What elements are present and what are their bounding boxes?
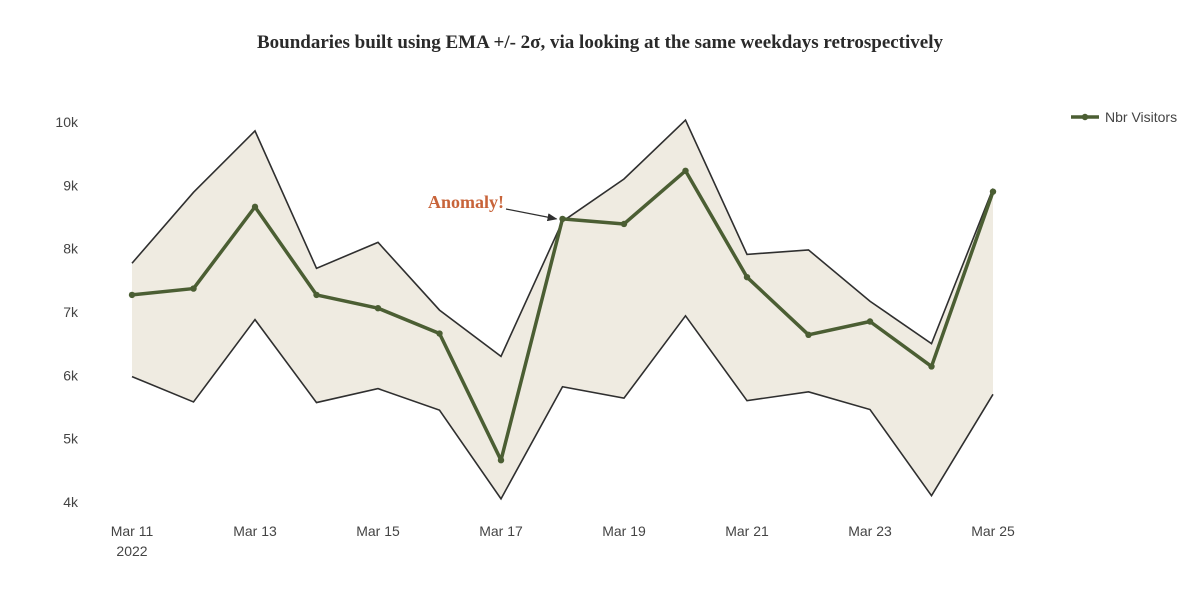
annotation-label: Anomaly! (428, 192, 504, 212)
data-point (128, 291, 136, 299)
y-tick-label: 8k (63, 241, 79, 257)
data-point (620, 220, 628, 228)
x-tick-label: Mar 21 (725, 523, 769, 539)
data-point (313, 291, 320, 299)
data-point (928, 363, 935, 370)
lower-bound-line (131, 314, 994, 501)
y-tick-label: 7k (63, 304, 79, 320)
data-point (989, 188, 997, 195)
x-tick-label: Mar 11 (111, 523, 154, 539)
legend-item: Nbr Visitors (1071, 109, 1177, 125)
x-tick-sublabel: 2022 (116, 543, 147, 559)
x-tick-label: Mar 15 (356, 523, 400, 539)
y-tick-label: 10k (55, 114, 79, 130)
x-tick-label: Mar 19 (602, 523, 646, 539)
data-point (743, 273, 751, 281)
data-point (682, 167, 689, 174)
chart-title: Boundaries built using EMA +/- 2σ, via l… (256, 32, 943, 53)
x-tick-label: Mar 13 (233, 523, 277, 539)
data-point (805, 331, 812, 338)
legend-swatch-marker (1081, 113, 1089, 121)
x-tick-label: Mar 23 (848, 523, 892, 539)
data-point (190, 285, 197, 292)
y-tick-label: 6k (63, 367, 79, 383)
data-point (436, 330, 443, 337)
x-tick-label: Mar 25 (971, 523, 1015, 539)
band-fill (132, 120, 993, 499)
x-tick-label: Mar 17 (479, 523, 523, 539)
data-point (866, 318, 874, 325)
y-tick-label: 9k (63, 177, 79, 193)
data-point (251, 203, 259, 211)
legend-label: Nbr Visitors (1105, 109, 1177, 125)
y-tick-label: 5k (63, 431, 79, 447)
annotation-arrow (505, 208, 558, 222)
data-point (497, 457, 505, 464)
data-point (374, 305, 382, 312)
data-point (559, 215, 566, 223)
y-tick-label: 4k (63, 494, 79, 510)
